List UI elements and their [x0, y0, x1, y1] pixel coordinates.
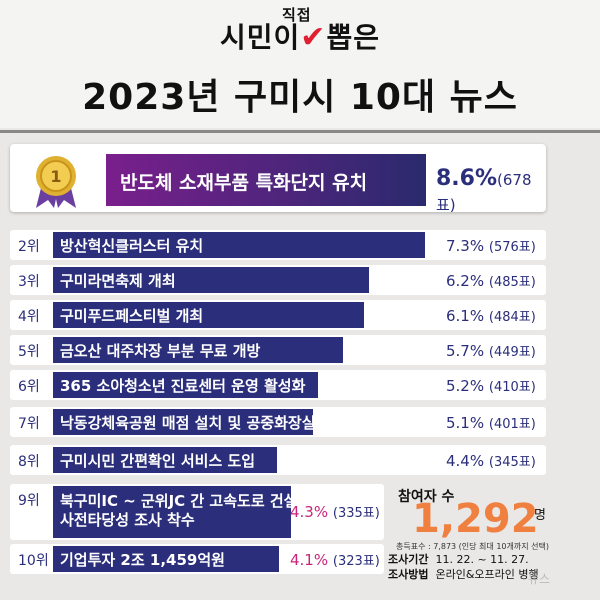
vote-count: (485표)	[488, 275, 536, 290]
title-part-b: 뽑은	[326, 21, 380, 54]
total-votes: 총득표수 : 7,873 (인당 최대 10개까지 선택)	[396, 542, 549, 551]
vote-count: (335표)	[332, 506, 380, 521]
rank-label: 방산혁신클러스터 유치	[60, 237, 204, 255]
divider	[0, 130, 600, 133]
rank-row: 7위 낙동강체육공원 매점 설치 및 공중화장실 개선 5.1% (401표)	[10, 407, 546, 437]
percent-value: 4.3%	[290, 503, 329, 521]
rank-number: 5위	[18, 344, 40, 360]
rank-percent: 5.1% (401표)	[446, 413, 536, 432]
participants-label: 참여자 수	[398, 489, 455, 505]
header: 시민이✔뽑은 직접 2023년 구미시 10대 뉴스	[0, 0, 600, 128]
rank-percent: 5.2% (410표)	[446, 376, 536, 395]
vote-count: (410표)	[488, 380, 536, 395]
participants-value: 1,292	[412, 496, 539, 542]
title-part-a: 시민이	[220, 21, 301, 54]
rank-percent: 6.2% (485표)	[446, 271, 536, 290]
rank-bar	[53, 546, 279, 572]
gold-medal-icon: 1	[36, 156, 76, 208]
watermark: 뉴스	[528, 572, 551, 586]
rank-percent: 6.1% (484표)	[446, 306, 536, 325]
title-small: 직접	[282, 6, 312, 24]
participants-unit: 명	[534, 508, 546, 523]
rank-row: 9위 북구미IC ~ 군위JC 간 고속도로 건설 사전타당성 조사 착수 4.3%…	[10, 484, 384, 540]
rank-bar	[53, 232, 425, 258]
rank-percent: 7.3% (576표)	[446, 236, 536, 255]
rank-row: 6위 365 소아청소년 진료센터 운영 활성화 5.2% (410표)	[10, 370, 546, 400]
percent-value: 6.2%	[446, 272, 485, 290]
vote-count: (345표)	[488, 455, 536, 470]
rank-row: 5위 금오산 대주차장 부분 무료 개방 5.7% (449표)	[10, 335, 546, 365]
rank-row: 2위 방산혁신클러스터 유치 7.3% (576표)	[10, 230, 546, 260]
rank-bar	[53, 409, 313, 435]
rank-bar	[53, 447, 277, 473]
svg-text:1: 1	[50, 167, 61, 186]
rank-percent: 4.1% (323표)	[290, 550, 380, 569]
rank-number: 2위	[18, 239, 40, 255]
survey-method: 조사방법 온라인&오프라인 병행	[388, 568, 539, 581]
vote-count: (576표)	[488, 240, 536, 255]
rank-number: 6위	[18, 379, 40, 395]
rank-label: 낙동강체육공원 매점 설치 및 공중화장실 개선	[60, 414, 349, 432]
rank-label: 기업투자 2조 1,459억원	[60, 551, 225, 569]
rank-percent: 5.7% (449표)	[446, 341, 536, 360]
rank-label: 구미시민 간편확인 서비스 도입	[60, 452, 256, 470]
title-line-2: 2023년 구미시 10대 뉴스	[82, 77, 518, 118]
rank-percent: 4.4% (345표)	[446, 451, 536, 470]
rank-label: 365 소아청소년 진료센터 운영 활성화	[60, 377, 306, 395]
vote-count: (401표)	[488, 417, 536, 432]
rank-bar	[53, 372, 318, 398]
check-icon: ✔	[300, 20, 327, 55]
rank-bar	[53, 267, 369, 293]
rank-bar	[53, 302, 364, 328]
percent-value: 4.4%	[446, 452, 485, 470]
percent-value: 6.1%	[446, 307, 485, 325]
percent-value: 5.7%	[446, 342, 485, 360]
rank-number: 10위	[18, 553, 49, 569]
rank-row: 4위 구미푸드페스티벌 개최 6.1% (484표)	[10, 300, 546, 330]
rank-label: 구미푸드페스티벌 개최	[60, 307, 204, 325]
rank-number: 3위	[18, 274, 40, 290]
rank-row: 10위 기업투자 2조 1,459억원 4.1% (323표)	[10, 544, 384, 574]
rank-label: 북구미IC ~ 군위JC 간 고속도로 건설 사전타당성 조사 착수	[60, 492, 298, 529]
rank-row: 3위 구미라면축제 개최 6.2% (485표)	[10, 265, 546, 295]
percent-value: 7.3%	[446, 237, 485, 255]
survey-period: 조사기간 11. 22. ~ 11. 27.	[388, 553, 529, 566]
vote-count: (484표)	[488, 310, 536, 325]
rank-row: 8위 구미시민 간편확인 서비스 도입 4.4% (345표)	[10, 445, 546, 475]
rank-number: 9위	[18, 493, 40, 509]
title-line-1: 시민이✔뽑은 직접	[0, 6, 600, 56]
percent-value: 4.1%	[290, 551, 329, 569]
percent-value: 5.1%	[446, 414, 485, 432]
vote-count: (449표)	[488, 345, 536, 360]
rank-1-bar	[106, 154, 426, 206]
rank-1-card: 1 반도체 소재부품 특화단지 유치 8.6%(678표)	[10, 144, 546, 214]
rank-label: 금오산 대주차장 부분 무료 개방	[60, 342, 261, 360]
rank-number: 8위	[18, 454, 40, 470]
rank-label: 구미라면축제 개최	[60, 272, 176, 290]
rank-1-percent: 8.6%(678표)	[436, 166, 532, 214]
vote-count: (323표)	[332, 554, 380, 569]
rank-1-label: 반도체 소재부품 특화단지 유치	[120, 172, 368, 194]
rank-percent: 4.3% (335표)	[290, 502, 380, 521]
rank-bar	[53, 337, 343, 363]
rank-number: 4위	[18, 309, 40, 325]
percent-value: 5.2%	[446, 377, 485, 395]
rank-number: 7위	[18, 416, 40, 432]
rank-bar	[53, 486, 291, 538]
